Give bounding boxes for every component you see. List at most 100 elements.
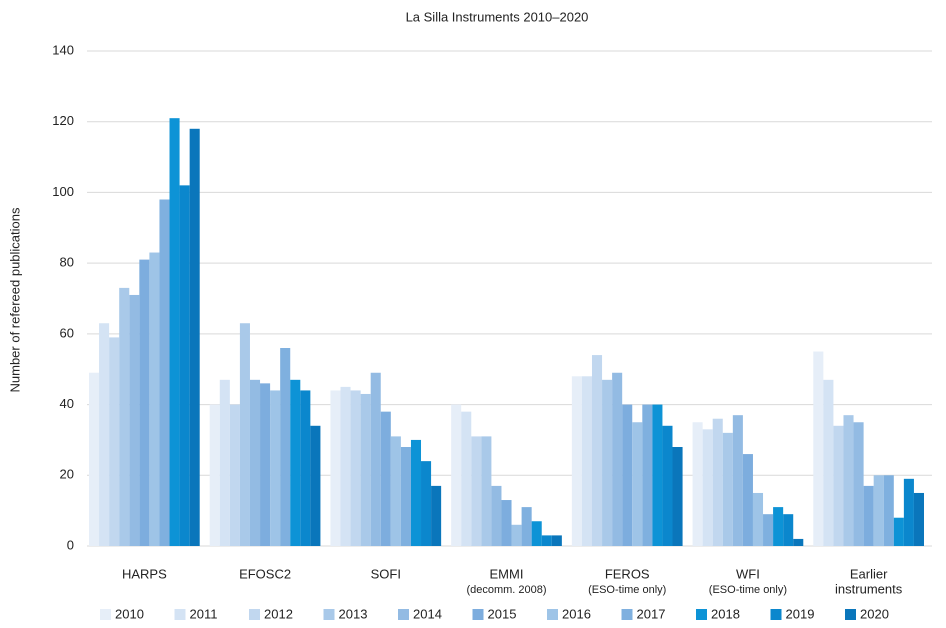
bar (783, 514, 794, 546)
legend-swatch (472, 609, 484, 620)
y-tick-label: 140 (52, 42, 74, 57)
x-tick-label: (ESO-time only) (709, 584, 787, 596)
chart-title: La Silla Instruments 2010–2020 (406, 9, 589, 24)
bar (672, 447, 683, 546)
bar (330, 390, 341, 546)
legend-label: 2019 (786, 606, 815, 621)
x-tick-label: HARPS (122, 566, 167, 581)
y-tick-label: 100 (52, 184, 74, 199)
bar (89, 372, 100, 546)
bar (541, 535, 552, 546)
bar (431, 485, 442, 546)
x-tick-label: instruments (835, 581, 903, 596)
bar (853, 422, 864, 546)
bar (602, 379, 613, 546)
legend-swatch (398, 609, 409, 620)
bar (702, 429, 713, 546)
bar (290, 379, 301, 546)
legend-swatch (770, 609, 782, 620)
y-tick-label: 120 (52, 113, 74, 128)
bar (461, 411, 472, 546)
legend-label: 2012 (264, 606, 293, 621)
legend-swatch (845, 609, 856, 620)
legend-label: 2013 (339, 606, 368, 621)
bar (591, 355, 603, 546)
bar (793, 538, 804, 546)
legend-label: 2017 (637, 606, 666, 621)
bar (280, 348, 291, 546)
bar (662, 425, 673, 546)
bar (863, 485, 874, 546)
bar (712, 418, 723, 546)
bar (913, 492, 924, 546)
x-tick-label: (ESO-time only) (588, 584, 666, 596)
bar (189, 128, 200, 547)
legend-label: 2018 (711, 606, 740, 621)
x-tick-label: (decomm. 2008) (466, 584, 546, 596)
legend-label: 2016 (562, 606, 591, 621)
bar (622, 404, 633, 546)
bar (370, 372, 381, 546)
bar (270, 390, 281, 546)
bar (421, 461, 432, 546)
bar (179, 185, 190, 546)
bar (169, 118, 180, 546)
bar (249, 379, 261, 546)
bar (883, 475, 894, 546)
y-tick-label: 60 (60, 325, 74, 340)
bar (119, 287, 130, 546)
legend-label: 2020 (860, 606, 889, 621)
bar (752, 492, 764, 546)
bar (390, 436, 401, 546)
bar (481, 436, 492, 546)
bar (260, 383, 271, 546)
bar (471, 436, 482, 546)
bar (873, 475, 884, 546)
x-tick-label: WFI (736, 566, 760, 581)
bar (732, 415, 743, 546)
bar (692, 422, 703, 546)
y-axis-label: Number of refereed publications (7, 207, 22, 392)
bar (149, 252, 160, 547)
bar (652, 404, 663, 546)
bar (491, 485, 502, 546)
y-tick-label: 80 (60, 255, 74, 270)
legend-label: 2014 (413, 606, 442, 621)
y-tick-label: 0 (67, 537, 74, 552)
legend-swatch (621, 609, 633, 620)
bar (380, 411, 391, 546)
bar (310, 425, 321, 546)
bar (410, 439, 422, 546)
bar (722, 432, 733, 546)
x-tick-label: SOFI (371, 566, 401, 581)
legend-swatch (696, 609, 707, 620)
bar (893, 517, 904, 546)
bar (642, 404, 653, 546)
bar (139, 259, 150, 546)
bar (239, 323, 250, 546)
bar (350, 390, 361, 546)
legend-swatch (547, 609, 558, 620)
bar (511, 524, 522, 546)
bar (209, 404, 220, 546)
legend-swatch (174, 609, 186, 620)
bar (903, 478, 914, 546)
legend-label: 2015 (488, 606, 517, 621)
bar (612, 372, 623, 546)
bar (219, 379, 230, 546)
bar (229, 404, 240, 546)
y-tick-label: 20 (60, 467, 74, 482)
bar (300, 390, 311, 546)
bar (501, 500, 512, 546)
bar (551, 535, 562, 546)
bar (571, 376, 582, 546)
bar (581, 376, 592, 546)
legend-label: 2011 (190, 606, 218, 621)
bar (109, 337, 120, 546)
bar (521, 507, 532, 546)
legend-swatch (249, 609, 260, 620)
legend-swatch (323, 609, 335, 620)
bar (813, 351, 824, 546)
bar (843, 415, 854, 546)
